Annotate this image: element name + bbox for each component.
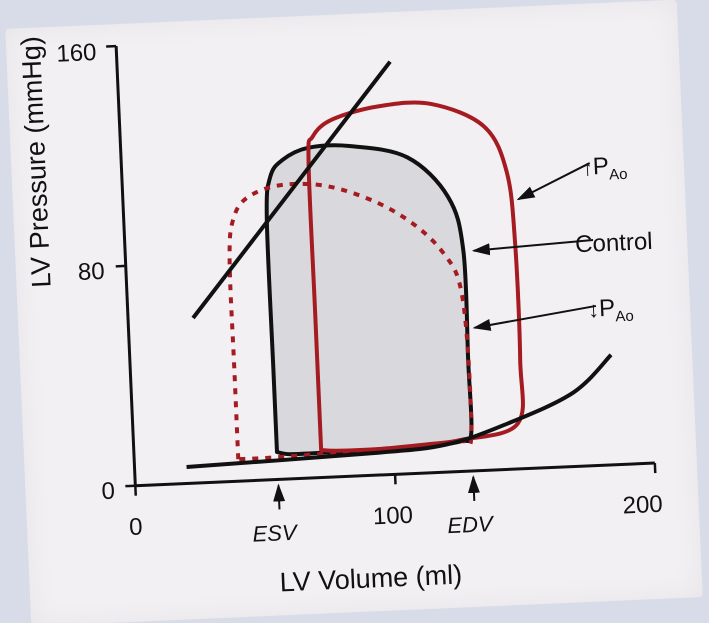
ytick-80: 80 xyxy=(77,258,105,287)
esv-label: ESV xyxy=(252,520,297,548)
pv-loop-svg xyxy=(116,23,656,515)
edv-label: EDV xyxy=(447,511,493,539)
ytick-0: 0 xyxy=(101,478,116,507)
page-root: LV Pressure (mmHg) LV Volume (ml) 0 80 1… xyxy=(0,0,709,623)
annot-arrow-decrease xyxy=(474,306,597,328)
xtick-200: 200 xyxy=(622,491,663,521)
esv-arrow-icon xyxy=(278,485,279,509)
xtick-0: 0 xyxy=(129,513,144,542)
paper-sheet: LV Pressure (mmHg) LV Volume (ml) 0 80 1… xyxy=(5,0,702,623)
y-axis-label: LV Pressure (mmHg) xyxy=(16,36,58,289)
ytick-160: 160 xyxy=(56,39,97,69)
annot-arrow-control xyxy=(474,240,594,251)
plot-area xyxy=(116,23,656,515)
edv-arrow-icon xyxy=(473,477,474,501)
x-axis-label: LV Volume (ml) xyxy=(279,560,463,599)
xtick-100: 100 xyxy=(372,502,413,532)
annot-arrow-increase xyxy=(517,163,591,199)
